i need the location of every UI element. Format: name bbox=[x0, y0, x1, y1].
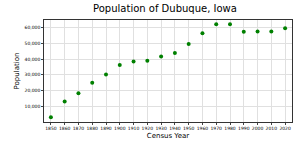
svg-text:1960: 1960 bbox=[197, 126, 209, 131]
svg-text:1870: 1870 bbox=[73, 126, 85, 131]
svg-text:10,000: 10,000 bbox=[25, 104, 41, 109]
svg-text:2000: 2000 bbox=[252, 126, 264, 131]
svg-text:1990: 1990 bbox=[238, 126, 250, 131]
svg-text:1920: 1920 bbox=[142, 126, 154, 131]
svg-text:1890: 1890 bbox=[100, 126, 112, 131]
svg-text:Population of Dubuque, Iowa: Population of Dubuque, Iowa bbox=[93, 3, 237, 14]
svg-text:1940: 1940 bbox=[169, 126, 181, 131]
svg-text:1850: 1850 bbox=[45, 126, 57, 131]
svg-text:60,000: 60,000 bbox=[25, 25, 41, 30]
svg-text:2020: 2020 bbox=[279, 126, 291, 131]
svg-text:Population: Population bbox=[13, 53, 21, 90]
svg-text:20,000: 20,000 bbox=[25, 88, 41, 93]
svg-text:1950: 1950 bbox=[183, 126, 195, 131]
svg-text:1980: 1980 bbox=[224, 126, 236, 131]
svg-text:1860: 1860 bbox=[59, 126, 71, 131]
svg-text:40,000: 40,000 bbox=[25, 57, 41, 62]
svg-text:30,000: 30,000 bbox=[25, 72, 41, 77]
svg-text:1900: 1900 bbox=[114, 126, 126, 131]
svg-text:Census Year: Census Year bbox=[147, 132, 190, 140]
svg-text:1880: 1880 bbox=[86, 126, 98, 131]
svg-text:2010: 2010 bbox=[266, 126, 278, 131]
svg-text:1910: 1910 bbox=[128, 126, 140, 131]
svg-text:50,000: 50,000 bbox=[25, 41, 41, 46]
svg-text:1930: 1930 bbox=[155, 126, 167, 131]
svg-text:1970: 1970 bbox=[210, 126, 222, 131]
